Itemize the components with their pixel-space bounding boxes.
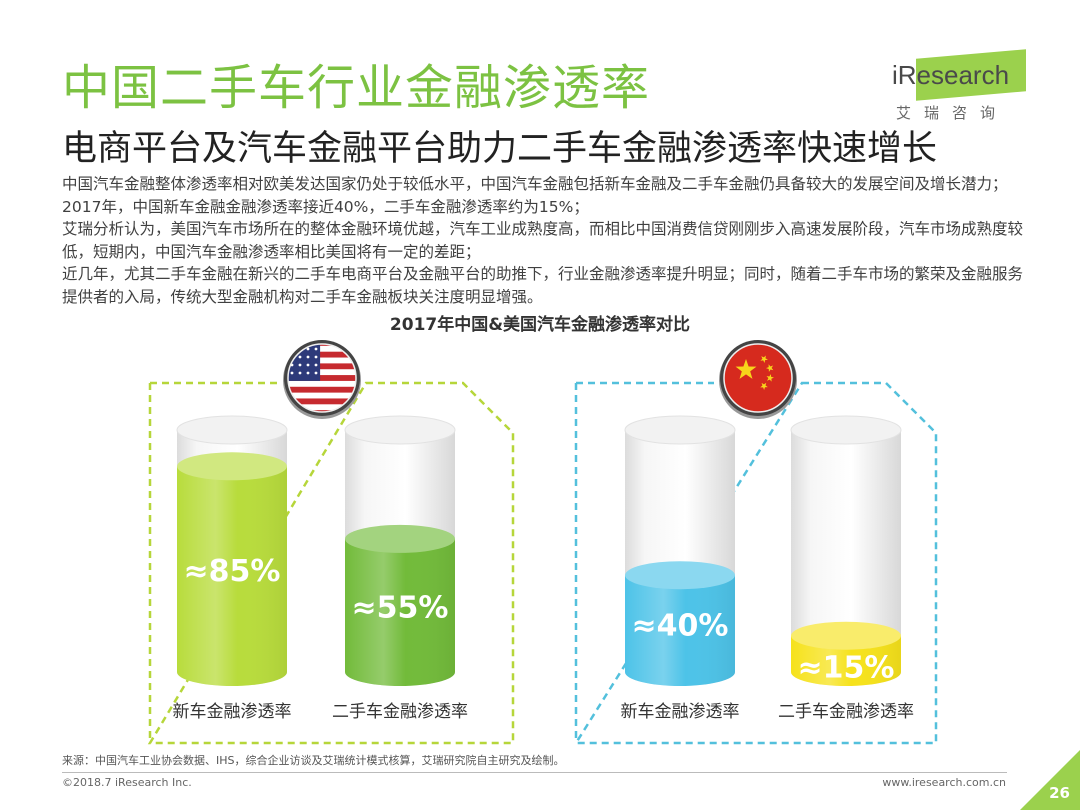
cylinder-rim (790, 415, 902, 445)
page-title: 中国二手车行业金融渗透率 (62, 60, 651, 116)
page-subtitle: 电商平台及汽车金融平台助力二手车金融渗透率快速增长 (62, 129, 938, 169)
bar-value-label: ≈15% (798, 651, 895, 686)
bar-sheen (177, 466, 287, 686)
corner-accent (1020, 750, 1080, 810)
footer-divider (62, 772, 1007, 773)
bar-top (345, 524, 455, 553)
bar-value-label: ≈40% (632, 609, 729, 644)
bar-category-label: 二手车金融渗透率 (778, 702, 914, 722)
copyright: ©2018.7 iResearch Inc. (62, 776, 192, 789)
cylinder-bar: ≈85% 新车金融渗透率 (173, 415, 292, 722)
bar-top (791, 621, 901, 650)
cylinder-bar: ≈40% 新车金融渗透率 (621, 415, 740, 722)
bar-value-label: ≈85% (184, 554, 281, 589)
cylinder-rim (344, 415, 456, 445)
paragraph: 艾瑞分析认为，美国汽车市场所在的整体金融环境优越，汽车工业成熟度高，而相比中国消… (62, 220, 1024, 261)
paragraph: 中国汽车金融整体渗透率相对欧美发达国家仍处于较低水平，中国汽车金融包括新车金融及… (62, 175, 1008, 216)
page-number: 26 (1049, 784, 1070, 802)
logo-cn-text: 艾瑞咨询 (896, 104, 1009, 122)
cylinder-glass (791, 430, 901, 686)
source-note: 来源：中国汽车工业协会数据、IHS，综合企业访谈及艾瑞统计模式核算，艾瑞研究院自… (62, 754, 565, 767)
bar-top (625, 561, 735, 590)
bar-value-label: ≈55% (352, 590, 449, 625)
site-link[interactable]: www.iresearch.com.cn (882, 776, 1006, 789)
bar-sheen (791, 635, 901, 686)
chart-title: 2017年中国&美国汽车金融渗透率对比 (389, 315, 691, 335)
cylinder-rim (176, 415, 288, 445)
us-flag-icon (283, 340, 361, 419)
panel-border (147, 381, 515, 745)
logo-text: iResearch (892, 60, 1010, 90)
panel-border (573, 381, 938, 745)
china-flag-icon (719, 340, 797, 419)
analysis-text: 中国汽车金融整体渗透率相对欧美发达国家仍处于较低水平，中国汽车金融包括新车金融及… (62, 173, 1037, 308)
bar-category-label: 新车金融渗透率 (621, 702, 740, 722)
iresearch-logo: iResearch 艾瑞咨询 (880, 49, 1030, 124)
bar-category-label: 新车金融渗透率 (173, 702, 292, 722)
bar-top (177, 452, 287, 481)
bar-sheen (345, 538, 455, 686)
cylinder-bar: ≈55% 二手车金融渗透率 (332, 415, 468, 722)
cylinder-bar: ≈15% 二手车金融渗透率 (778, 415, 914, 722)
bar-sheen (625, 575, 735, 686)
cylinder-rim (624, 415, 736, 445)
bar-category-label: 二手车金融渗透率 (332, 702, 468, 722)
paragraph: 近几年，尤其二手车金融在新兴的二手车电商平台及金融平台的助推下，行业金融渗透率提… (62, 265, 1024, 306)
